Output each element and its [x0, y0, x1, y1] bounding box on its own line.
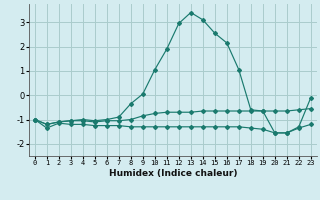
X-axis label: Humidex (Indice chaleur): Humidex (Indice chaleur) [108, 169, 237, 178]
